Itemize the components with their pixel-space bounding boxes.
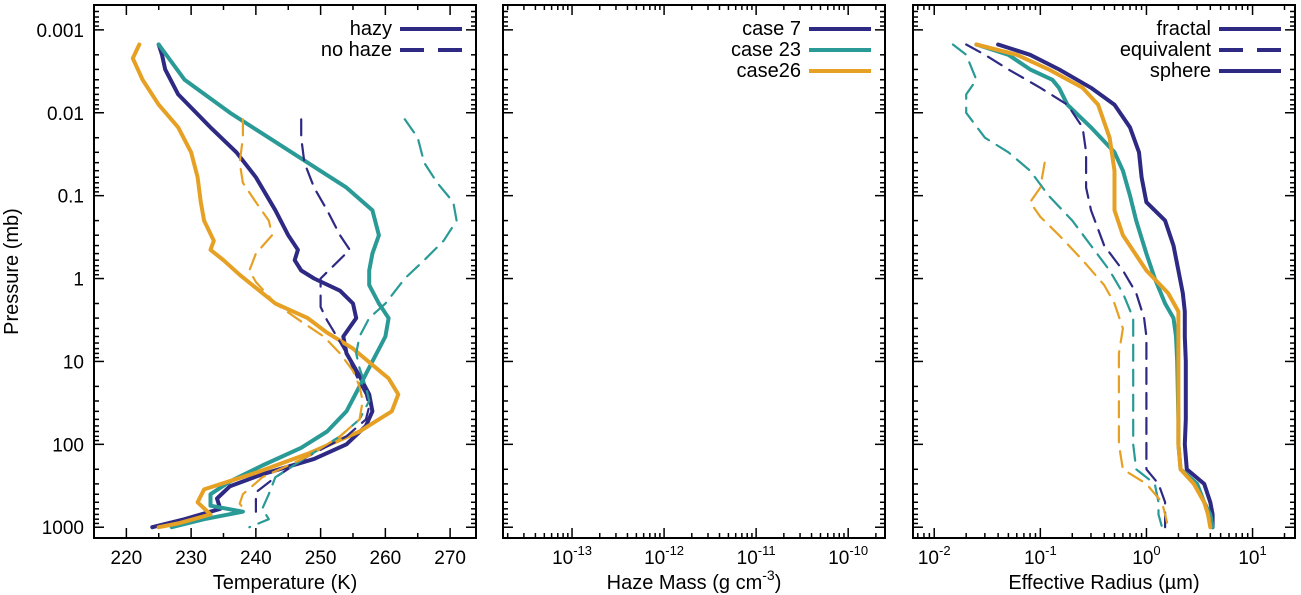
plot-frame bbox=[93, 4, 477, 539]
x-tick-exponent: -10 bbox=[849, 543, 868, 558]
series-line-equivalent-gold bbox=[1028, 161, 1170, 529]
y-tick-label: 10 bbox=[63, 352, 84, 373]
x-tick-label: 10-1 bbox=[1024, 543, 1057, 569]
x-tick-base: 10 bbox=[1132, 548, 1153, 569]
series-line-equivalent-teal bbox=[951, 43, 1164, 529]
y-tick-label: 0.1 bbox=[58, 187, 84, 208]
legend-label: case26 bbox=[737, 60, 802, 82]
legend-label: case 23 bbox=[731, 39, 801, 61]
legend-label: equivalent bbox=[1120, 39, 1212, 61]
y-tick-label: 100 bbox=[52, 435, 84, 456]
x-axis-label: Effective Radius (µm) bbox=[1008, 572, 1199, 594]
x-tick-label: 230 bbox=[175, 548, 207, 569]
x-axis-label-end: ) bbox=[775, 572, 782, 594]
series-line-hazy-navy bbox=[150, 42, 375, 530]
x-tick-exponent: 0 bbox=[1153, 543, 1160, 558]
y-tick-label: 0.001 bbox=[36, 21, 84, 42]
legend-label: case 7 bbox=[742, 18, 801, 40]
x-tick-label: 10-12 bbox=[644, 543, 684, 569]
series-line-fractal-gold bbox=[974, 42, 1213, 530]
x-tick-exponent: -13 bbox=[573, 543, 592, 558]
x-tick-base: 10 bbox=[918, 548, 939, 569]
y-tick-label: 0.01 bbox=[47, 104, 84, 125]
legend-label: sphere bbox=[1150, 60, 1211, 82]
x-tick-label: 10-11 bbox=[737, 543, 776, 569]
x-tick-label: 10-2 bbox=[918, 543, 951, 569]
x-tick-label: 10-13 bbox=[552, 543, 592, 569]
temperature-panel: 0.001 0.01 0.1 1 10 100 1000 220 230 240 250 260 270… bbox=[1, 4, 477, 594]
series-line-fractal-navy bbox=[996, 42, 1215, 530]
x-tick-label: 250 bbox=[305, 548, 337, 569]
x-tick-exponent: -12 bbox=[665, 543, 684, 558]
x-tick-label: 10-10 bbox=[828, 543, 868, 569]
series-line-hazy-teal bbox=[156, 42, 391, 530]
legend-label: no haze bbox=[321, 39, 392, 61]
series-line-no-haze-teal bbox=[248, 118, 458, 529]
x-tick-exponent: -11 bbox=[758, 543, 776, 558]
y-axis-label: Pressure (mb) bbox=[1, 208, 23, 335]
y-tick-label: 1 bbox=[73, 270, 84, 291]
x-tick-label: 240 bbox=[240, 548, 272, 569]
legend-label: fractal bbox=[1157, 18, 1211, 40]
x-tick-base: 10 bbox=[737, 548, 758, 569]
x-tick-base: 10 bbox=[644, 548, 665, 569]
legend-label: hazy bbox=[350, 18, 392, 40]
x-axis-label: Temperature (K) bbox=[213, 572, 358, 594]
x-tick-label: 260 bbox=[370, 548, 402, 569]
x-tick-base: 10 bbox=[1238, 548, 1259, 569]
x-tick-label: 220 bbox=[111, 548, 143, 569]
series-line-equivalent-navy bbox=[965, 43, 1167, 529]
x-tick-label: 270 bbox=[434, 548, 466, 569]
series-line-hazy-gold bbox=[130, 42, 401, 530]
x-tick-base: 10 bbox=[828, 548, 849, 569]
x-tick-base: 10 bbox=[552, 548, 573, 569]
x-axis-label: Haze Mass (g cm-3) bbox=[607, 567, 782, 594]
x-axis-label-sup: -3 bbox=[762, 567, 775, 583]
x-tick-label: 101 bbox=[1238, 543, 1266, 569]
plot-frame bbox=[502, 4, 886, 539]
x-tick-exponent: 1 bbox=[1260, 543, 1267, 558]
series-line-no-haze-gold bbox=[238, 118, 364, 513]
x-tick-exponent: -1 bbox=[1045, 543, 1057, 558]
x-tick-exponent: -2 bbox=[939, 543, 951, 558]
x-tick-base: 10 bbox=[1024, 548, 1045, 569]
plot-frame bbox=[912, 4, 1296, 539]
x-tick-label: 100 bbox=[1132, 543, 1160, 569]
y-tick-label: 1000 bbox=[42, 518, 84, 539]
x-axis-label-main: Haze Mass (g cm bbox=[607, 572, 763, 594]
series-line-fractal-teal bbox=[974, 42, 1215, 530]
